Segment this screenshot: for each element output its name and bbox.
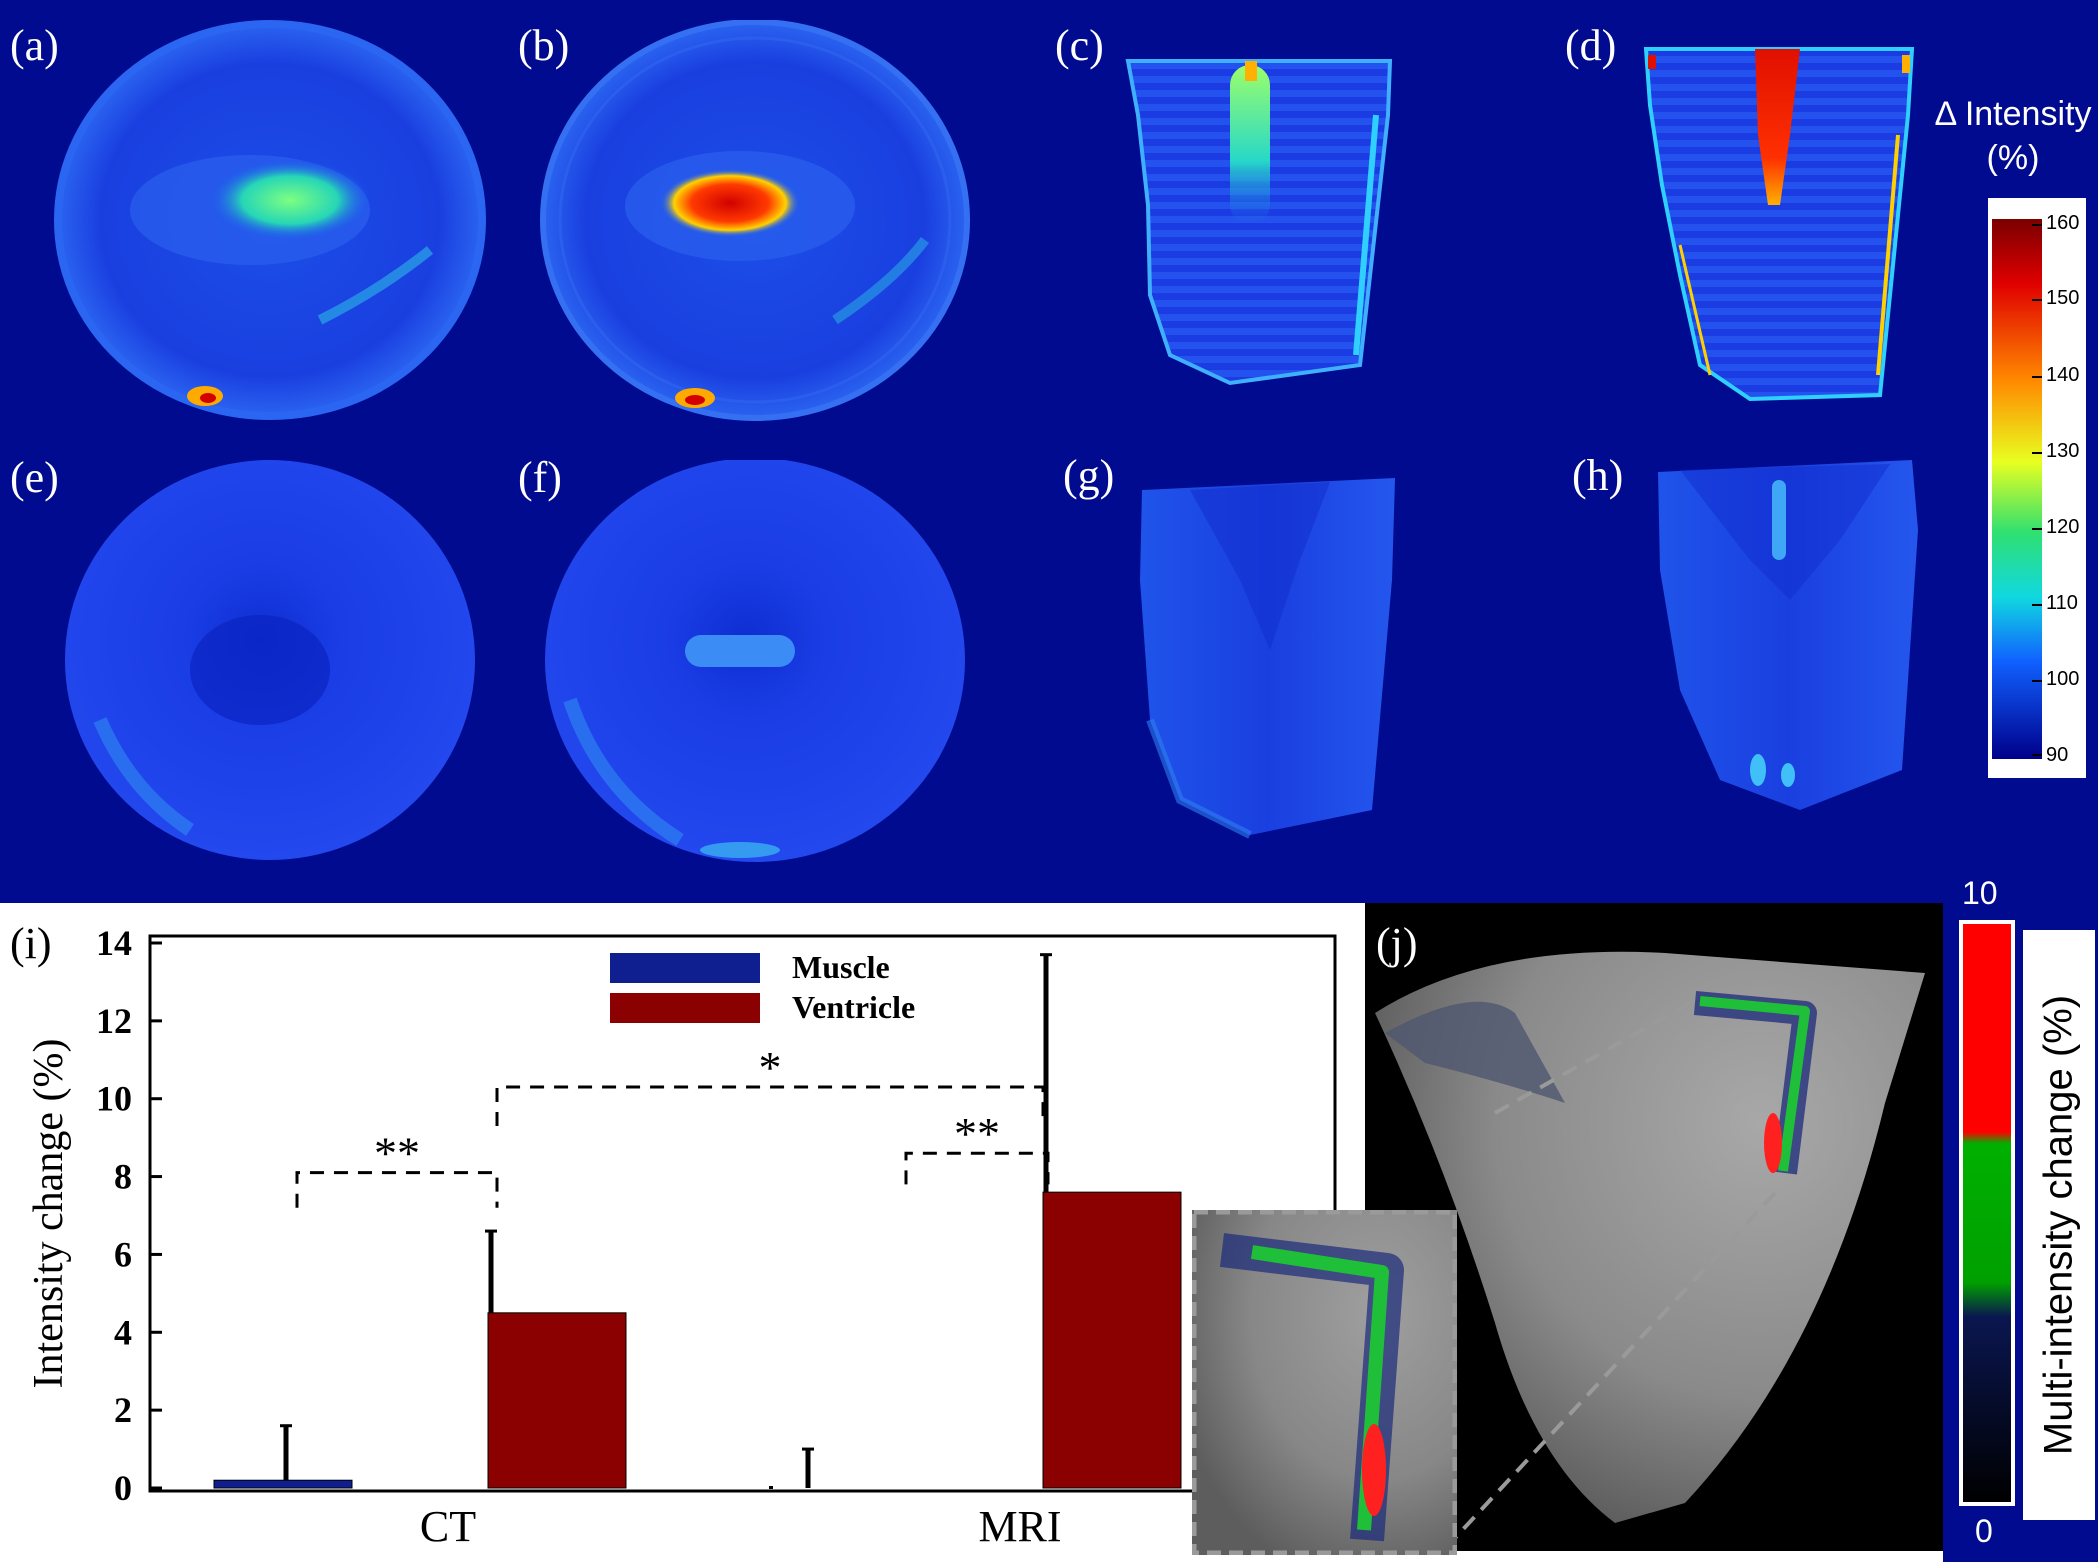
bar-ventricle-ct — [487, 1312, 627, 1489]
colorbar-max-label: 10 — [1962, 875, 1998, 911]
colorbar-tick: 140 — [2046, 364, 2080, 386]
heart-3d-render — [1375, 951, 1925, 1540]
image-f-mri-axial-baseline — [545, 460, 965, 862]
significance-bracket-mri — [904, 1151, 1050, 1185]
panel-label-e: (e) — [10, 453, 59, 502]
panel-label-i: (i) — [10, 919, 52, 968]
colorbar-tick: 160 — [2046, 212, 2080, 234]
bar-muscle-mri — [769, 1486, 773, 1489]
image-c-ct-sagittal — [1125, 59, 1393, 386]
colorbar-tick: 120 — [2046, 516, 2080, 538]
image-a-ct-axial — [54, 20, 486, 420]
zoom-inset — [1192, 1210, 1457, 1555]
colorbar-tick: 100 — [2046, 668, 2080, 690]
colorbar-tick: 130 — [2046, 440, 2080, 462]
colorbar-title-line2: (%) — [1986, 139, 2040, 177]
colorbar-title-rotated: Multi-intensity change (%) — [2036, 994, 2081, 1456]
colorbar-title-line1: Δ Intensity — [1934, 95, 2092, 133]
panel-label-j: (j) — [1376, 919, 1418, 968]
panel-label-g: (g) — [1063, 451, 1115, 500]
y-tick-label: 10 — [96, 1079, 132, 1119]
legend-label: Ventricle — [792, 989, 915, 1025]
legend-swatch — [610, 993, 760, 1023]
colorbar-min-label: 0 — [1975, 1513, 1993, 1549]
x-category-label: CT — [420, 1502, 476, 1551]
x-category-label: MRI — [978, 1502, 1061, 1551]
colorbar-title-box — [2023, 930, 2095, 1520]
significance-bracket-ventricle-label: * — [759, 1042, 782, 1093]
bar-muscle-ct — [213, 1479, 353, 1489]
colorbar-tick: 90 — [2046, 744, 2069, 766]
colorbar-tick: 150 — [2046, 287, 2080, 309]
panel-label-f: (f) — [518, 453, 562, 502]
y-tick-label: 2 — [114, 1390, 132, 1430]
image-h-mri-sagittal-baseline — [1658, 460, 1918, 810]
y-tick-label: 8 — [114, 1157, 132, 1197]
panel-label-d: (d) — [1565, 21, 1617, 70]
colorbar-jet — [1992, 219, 2042, 759]
significance-bracket-ventricle — [495, 1085, 1045, 1126]
y-tick-label: 12 — [96, 1001, 132, 1041]
significance-bracket-ct — [295, 1171, 499, 1208]
colorbar-tick: 110 — [2046, 592, 2078, 614]
panel-label-c: (c) — [1055, 21, 1104, 70]
y-tick-label: 14 — [96, 923, 132, 963]
image-e-ct-axial-baseline — [65, 460, 475, 860]
panel-label-h: (h) — [1572, 451, 1624, 500]
image-b-mri-axial — [540, 20, 970, 421]
y-axis-label: Intensity change (%) — [26, 1039, 72, 1389]
significance-bracket-ct-label: ** — [374, 1128, 420, 1179]
legend-swatch — [610, 953, 760, 983]
panel-label-b: (b) — [518, 21, 570, 70]
colorbar-title: Δ Intensity (%) — [1928, 92, 2098, 180]
significance-bracket-mri-label: ** — [954, 1108, 1000, 1159]
image-g-ct-sagittal-baseline — [1140, 478, 1395, 839]
y-tick-label: 4 — [114, 1312, 132, 1352]
y-tick-label: 0 — [114, 1468, 132, 1508]
image-d-mri-sagittal — [1643, 47, 1915, 402]
colorbar-rgb — [1959, 920, 2015, 1506]
panel-label-a: (a) — [10, 21, 59, 70]
y-tick-label: 6 — [114, 1234, 132, 1274]
legend-label: Muscle — [792, 949, 890, 985]
bar-ventricle-mri — [1042, 1191, 1182, 1489]
